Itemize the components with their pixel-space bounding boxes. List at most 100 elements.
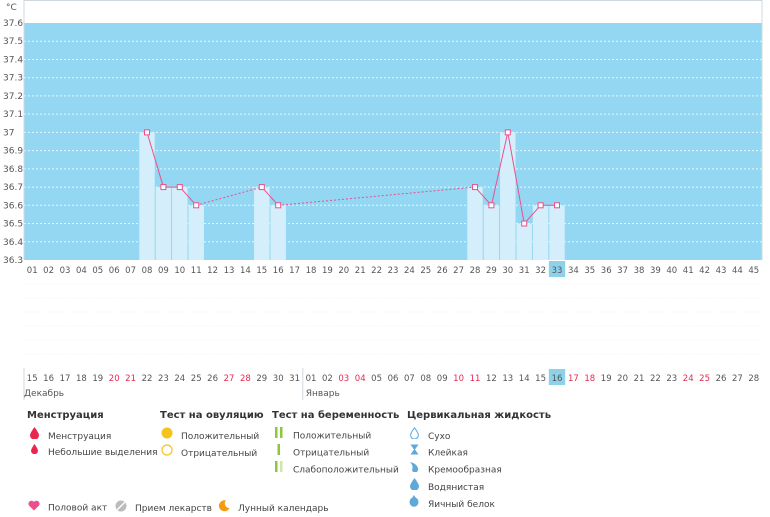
legend-label: Прием лекарств	[135, 504, 212, 514]
legend-ovulation-positive[interactable]: Положительный	[160, 427, 264, 444]
temperature-bar	[139, 132, 155, 260]
cycle-day-label: 03	[60, 266, 71, 276]
legend: Менструация Менструация Небольшие выделе…	[0, 410, 770, 514]
cycle-day-label: 28	[470, 266, 481, 276]
date-label: 22	[650, 374, 661, 384]
legend-fluid-watery[interactable]: Водянистая	[407, 478, 551, 495]
y-tick-label: 37.4	[3, 55, 23, 65]
date-label: 19	[92, 374, 103, 384]
cycle-day-label: 33	[552, 266, 563, 276]
legend-label: Сухо	[428, 432, 451, 442]
temperature-point	[504, 129, 511, 136]
date-label: 24	[683, 374, 694, 384]
legend-label: Яичный белок	[428, 500, 495, 510]
legend-fluid-dry[interactable]: Сухо	[407, 426, 551, 444]
date-label: 18	[584, 374, 595, 384]
legend-label: Небольшие выделения	[48, 448, 158, 458]
bbt-chart: °C 36.3 36.4 36.5 36.6 36.7 36.8 36.9 37 37.1 37.2…	[3, 0, 763, 400]
two-lines-icon	[272, 427, 286, 445]
temperature-line-segment	[179, 186, 197, 206]
cycle-day-label: 14	[240, 266, 251, 276]
cycle-day-label: 34	[568, 266, 579, 276]
date-label: 12	[486, 374, 497, 384]
cycle-day-label: 12	[207, 266, 218, 276]
legend-pregnancy-faint[interactable]: Слабоположительный	[272, 461, 399, 478]
legend-label: Отрицательный	[181, 449, 258, 459]
legend-fluid-creamy[interactable]: Кремообразная	[407, 461, 551, 478]
cycle-day-label: 29	[486, 266, 497, 276]
legend-label: Половой акт	[48, 503, 108, 514]
current-date-highlight	[548, 369, 566, 385]
date-label: 28	[240, 374, 251, 384]
date-label: 08	[420, 374, 431, 384]
date-label: 22	[142, 374, 153, 384]
temperature-line-segment	[261, 186, 279, 206]
temperature-point	[554, 202, 560, 209]
temperature-point	[144, 129, 150, 136]
date-label: 27	[732, 374, 743, 384]
heart-icon	[27, 500, 41, 516]
legend-fluid-eggwhite[interactable]: Яичный белок	[407, 495, 551, 512]
cycle-day-label: 13	[224, 266, 235, 276]
legend-label: Менструация	[48, 432, 112, 442]
legend-cervical-title: Цервикальная жидкость	[407, 410, 552, 421]
date-label: 01	[306, 374, 317, 384]
y-tick-label: 37.3	[3, 74, 23, 84]
legend-lunar[interactable]: Лунный календарь	[217, 500, 329, 517]
plot-area	[24, 23, 762, 260]
chart-svg: °C 36.3 36.4 36.5 36.6 36.7 36.8 36.9 37 37.1 37.2…	[3, 0, 763, 400]
empty-circle-icon	[160, 444, 174, 463]
cycle-day-label: 26	[437, 266, 448, 276]
legend-menstruation-item[interactable]: Менструация	[27, 427, 158, 444]
legend-spotting-item[interactable]: Небольшие выделения	[27, 444, 158, 461]
temperature-bar	[155, 187, 172, 260]
cycle-day-label: 01	[27, 266, 38, 276]
legend-pregnancy-negative[interactable]: Отрицательный	[272, 444, 399, 461]
cycle-day-label: 05	[92, 266, 103, 276]
cycle-day-label: 16	[273, 266, 284, 276]
date-label: 17	[60, 374, 71, 384]
legend-ovulation-negative[interactable]: Отрицательный	[160, 444, 264, 461]
temperature-bar	[500, 132, 516, 260]
half-drop-icon	[407, 461, 421, 479]
temperature-bar	[254, 187, 270, 260]
date-label: 24	[174, 374, 185, 384]
date-label: 07	[404, 374, 415, 384]
legend-pregnancy-title: Тест на беременность	[272, 410, 400, 421]
date-label: 20	[617, 374, 628, 384]
date-label: 16	[43, 374, 54, 384]
cycle-day-label: 41	[683, 266, 694, 276]
date-label: 15	[27, 374, 38, 384]
date-label: 05	[371, 374, 382, 384]
legend-fluid-sticky[interactable]: Клейкая	[407, 444, 551, 461]
date-label: 19	[601, 374, 612, 384]
one-line-icon	[272, 444, 286, 462]
date-label: 13	[502, 374, 513, 384]
cycle-day-label: 06	[109, 266, 120, 276]
temperature-bar	[483, 205, 500, 260]
temperature-point	[275, 202, 282, 209]
cycle-day-label: 20	[338, 266, 349, 276]
temperature-point	[488, 202, 495, 209]
yellow-circle-icon	[160, 427, 174, 446]
cycle-day-label: 36	[601, 266, 612, 276]
y-tick-label: 37	[3, 128, 14, 138]
legend-label: Положительный	[181, 432, 260, 442]
cycle-day-label: 07	[125, 266, 136, 276]
date-label: 18	[76, 374, 87, 384]
legend-medication[interactable]: Прием лекарств	[114, 500, 212, 517]
cycle-day-label: 08	[142, 266, 153, 276]
temperature-bar	[270, 205, 286, 260]
cycle-day-label: 25	[420, 266, 431, 276]
cycle-day-label: 38	[634, 266, 645, 276]
date-label: 23	[158, 374, 169, 384]
filled-drop-icon	[407, 478, 421, 497]
y-tick-label: 36.3	[3, 256, 23, 266]
date-label: 02	[322, 374, 333, 384]
date-label: 27	[224, 374, 235, 384]
legend-intercourse[interactable]: Половой акт	[27, 500, 107, 516]
legend-label: Клейкая	[428, 448, 468, 459]
legend-pregnancy-positive[interactable]: Положительный	[272, 427, 399, 444]
date-label: 17	[568, 374, 579, 384]
temperature-point	[258, 184, 265, 191]
